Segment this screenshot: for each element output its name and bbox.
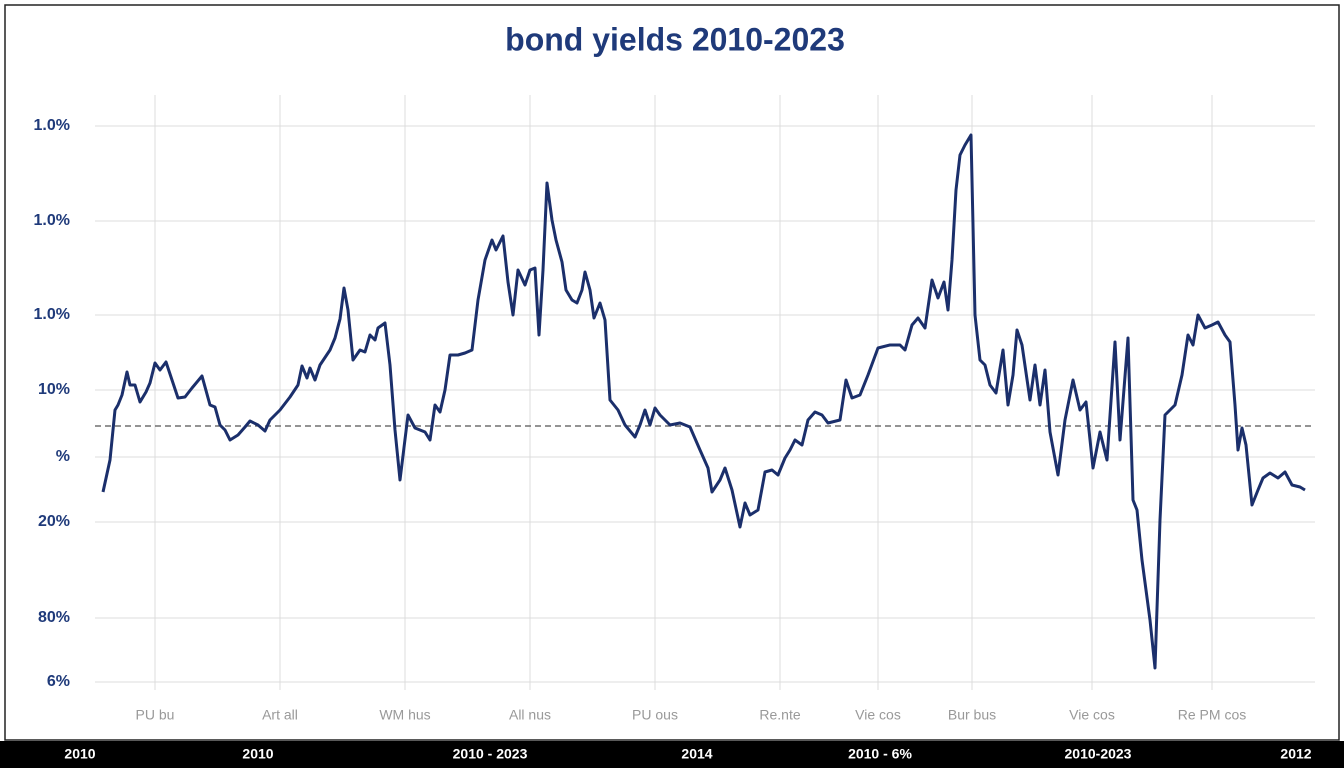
line-series <box>101 133 1306 670</box>
y-tick-label: 1.0% <box>34 117 70 134</box>
chart-title: bond yields 2010-2023 <box>505 21 845 57</box>
footer-label: 2014 <box>681 746 712 762</box>
y-tick-label: 10% <box>38 381 70 398</box>
x-tick-label: PU ous <box>632 707 678 723</box>
y-tick-label: 20% <box>38 513 70 530</box>
y-tick-label: % <box>56 448 70 465</box>
x-tick-label: Re.nte <box>759 707 800 723</box>
footer-label: 2012 <box>1280 746 1311 762</box>
x-tick-label: Bur bus <box>948 707 996 723</box>
footer-label: 2010 <box>242 746 273 762</box>
x-tick-label: All nus <box>509 707 551 723</box>
x-tick-label: Vie cos <box>855 707 901 723</box>
x-tick-label: Re PM cos <box>1178 707 1246 723</box>
x-tick-label: Art all <box>262 707 298 723</box>
y-tick-label: 80% <box>38 609 70 626</box>
footer-label: 2010-2023 <box>1065 746 1132 762</box>
footer-label: 2010 - 2023 <box>453 746 528 762</box>
y-tick-label: 1.0% <box>34 212 70 229</box>
x-tick-label: Vie cos <box>1069 707 1115 723</box>
x-tick-label: PU bu <box>136 707 175 723</box>
footer-band <box>0 741 1344 768</box>
footer-label: 2010 <box>64 746 95 762</box>
y-tick-label: 6% <box>47 673 70 690</box>
x-tick-label: WM hus <box>379 707 430 723</box>
footer-label: 2010 - 6% <box>848 746 912 762</box>
y-tick-label: 1.0% <box>34 306 70 323</box>
frame <box>4 4 1340 741</box>
